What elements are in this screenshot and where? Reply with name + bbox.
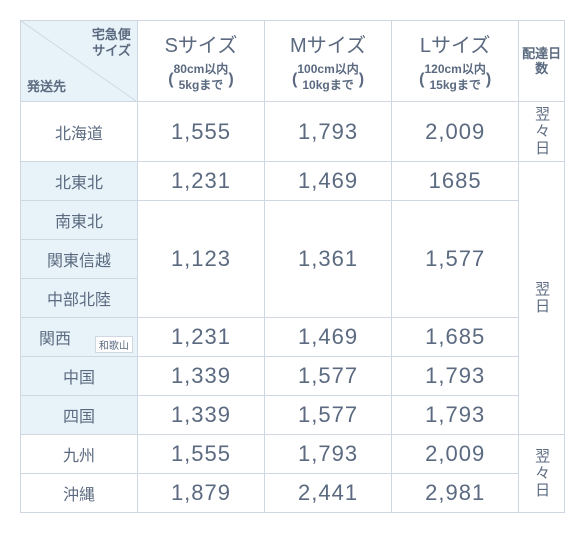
price-cell: 2,009 <box>392 102 519 162</box>
dest-cell: 沖縄 <box>21 474 138 513</box>
dest-cell: 四国 <box>21 396 138 435</box>
price-cell: 1,339 <box>137 357 264 396</box>
price-cell: 1,577 <box>265 357 392 396</box>
dest-cell: 中部北陸 <box>21 279 138 318</box>
price-cell: 1,123 <box>137 201 264 318</box>
price-cell: 1685 <box>392 162 519 201</box>
price-cell: 1,361 <box>265 201 392 318</box>
header-diagonal-cell: 宅急便サイズ 発送先 <box>21 21 138 102</box>
price-cell: 2,981 <box>392 474 519 513</box>
dest-cell: 九州 <box>21 435 138 474</box>
table-row: 九州 1,555 1,793 2,009 翌々日 <box>21 435 565 474</box>
table-row: 中国 1,339 1,577 1,793 <box>21 357 565 396</box>
dest-cell: 関西 和歌山 <box>21 318 138 357</box>
price-cell: 2,009 <box>392 435 519 474</box>
header-dest-label: 発送先 <box>27 76 66 95</box>
shipping-rate-table-container: 宅急便サイズ 発送先 Sサイズ (80cm以内5kgまで) Mサイズ (100c… <box>20 20 565 513</box>
price-cell: 1,555 <box>137 435 264 474</box>
price-cell: 1,793 <box>392 357 519 396</box>
days-cell: 翌々日 <box>519 435 565 513</box>
price-cell: 1,469 <box>265 162 392 201</box>
header-row: 宅急便サイズ 発送先 Sサイズ (80cm以内5kgまで) Mサイズ (100c… <box>21 21 565 102</box>
price-cell: 1,339 <box>137 396 264 435</box>
size-sub: 80cm以内5kgまで <box>174 58 229 101</box>
price-cell: 1,685 <box>392 318 519 357</box>
size-title: Sサイズ <box>138 21 264 58</box>
price-cell: 1,879 <box>137 474 264 513</box>
header-size-s: Sサイズ (80cm以内5kgまで) <box>137 21 264 102</box>
table-row: 関西 和歌山 1,231 1,469 1,685 <box>21 318 565 357</box>
price-cell: 1,231 <box>137 162 264 201</box>
size-sub: 100cm以内10kgまで <box>297 58 358 101</box>
days-cell: 翌日 <box>519 162 565 435</box>
size-title: Mサイズ <box>265 21 391 58</box>
days-cell: 翌々日 <box>519 102 565 162</box>
header-size-l: Lサイズ (120cm以内15kgまで) <box>392 21 519 102</box>
price-cell: 2,441 <box>265 474 392 513</box>
price-cell: 1,469 <box>265 318 392 357</box>
table-row: 南東北 1,123 1,361 1,577 <box>21 201 565 240</box>
shipping-rate-table: 宅急便サイズ 発送先 Sサイズ (80cm以内5kgまで) Mサイズ (100c… <box>20 20 565 513</box>
price-cell: 1,577 <box>392 201 519 318</box>
price-cell: 1,231 <box>137 318 264 357</box>
table-row: 北海道 1,555 1,793 2,009 翌々日 <box>21 102 565 162</box>
price-cell: 1,793 <box>392 396 519 435</box>
header-days: 配達日数 <box>519 21 565 102</box>
price-cell: 1,793 <box>265 102 392 162</box>
size-sub: 120cm以内15kgまで <box>424 58 485 101</box>
dest-label: 関西 <box>39 331 71 348</box>
dest-cell: 南東北 <box>21 201 138 240</box>
dest-cell: 北海道 <box>21 102 138 162</box>
dest-cell: 北東北 <box>21 162 138 201</box>
price-cell: 1,793 <box>265 435 392 474</box>
price-cell: 1,577 <box>265 396 392 435</box>
header-size-label: 宅急便サイズ <box>92 27 131 58</box>
table-row: 北東北 1,231 1,469 1685 翌日 <box>21 162 565 201</box>
size-title: Lサイズ <box>392 21 518 58</box>
dest-note: 和歌山 <box>95 336 133 353</box>
table-row: 沖縄 1,879 2,441 2,981 <box>21 474 565 513</box>
dest-cell: 中国 <box>21 357 138 396</box>
header-size-m: Mサイズ (100cm以内10kgまで) <box>265 21 392 102</box>
price-cell: 1,555 <box>137 102 264 162</box>
dest-cell: 関東信越 <box>21 240 138 279</box>
table-row: 四国 1,339 1,577 1,793 <box>21 396 565 435</box>
